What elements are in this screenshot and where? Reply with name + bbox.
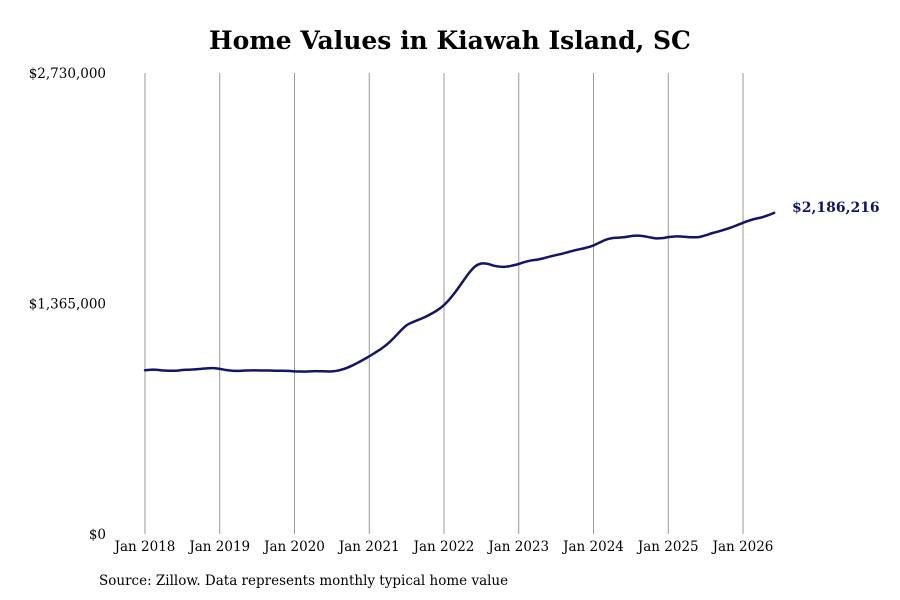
y-tick-label: $2,730,000 xyxy=(29,66,106,82)
x-tick-label: Jan 2020 xyxy=(262,539,325,555)
y-tick-label: $0 xyxy=(89,527,106,543)
x-tick-label: Jan 2018 xyxy=(113,539,176,555)
end-value-label-layer: $2,186,216 xyxy=(792,200,880,216)
x-tick-label: Jan 2022 xyxy=(412,539,475,555)
x-axis-tick-labels: Jan 2018 Jan 2019 Jan 2020 Jan 2021 Jan 2022… xyxy=(113,539,774,555)
y-tick-label: $1,365,000 xyxy=(29,297,106,313)
home-value-line xyxy=(143,211,776,373)
y-axis-tick-labels: $0 $1,365,000 $2,730,000 xyxy=(29,66,106,543)
end-value-label: $2,186,216 xyxy=(792,200,880,216)
x-tick-label: Jan 2024 xyxy=(561,539,624,555)
source-note: Source: Zillow. Data represents monthly … xyxy=(99,573,509,589)
x-tick-label: Jan 2021 xyxy=(337,539,400,555)
chart-title: Home Values in Kiawah Island, SC xyxy=(209,26,691,55)
series-layer xyxy=(143,211,776,373)
x-tick-label: Jan 2019 xyxy=(187,539,250,555)
grid-lines xyxy=(144,73,744,534)
x-tick-label: Jan 2025 xyxy=(636,539,699,555)
x-tick-label: Jan 2026 xyxy=(711,539,774,555)
x-tick-label: Jan 2023 xyxy=(486,539,549,555)
